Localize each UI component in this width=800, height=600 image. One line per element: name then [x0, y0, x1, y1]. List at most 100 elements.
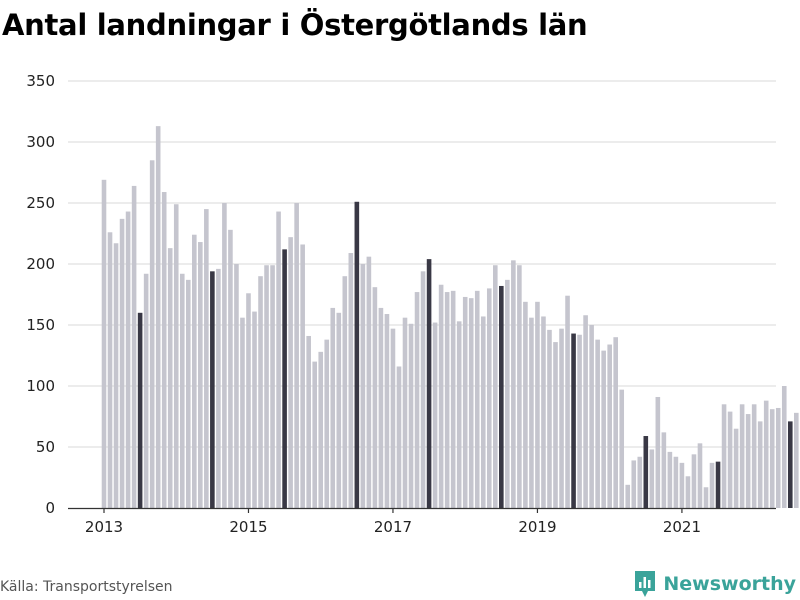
- bar: [228, 229, 233, 508]
- bar: [137, 312, 143, 508]
- bar: [456, 321, 462, 508]
- bar: [342, 276, 348, 508]
- bar: [101, 179, 107, 508]
- bar: [601, 350, 606, 508]
- bar: [444, 292, 450, 508]
- bar: [240, 317, 245, 508]
- bar: [480, 316, 486, 508]
- bar: [192, 234, 197, 508]
- bar: [210, 271, 215, 508]
- bar: [161, 192, 167, 508]
- bar: [691, 454, 697, 508]
- source-note: Källa: Transportstyrelsen: [0, 579, 173, 595]
- bar: [420, 271, 426, 508]
- bar: [426, 259, 432, 508]
- bar: [390, 328, 396, 508]
- bar: [505, 279, 510, 508]
- bar: [721, 404, 727, 508]
- bar: [185, 279, 191, 508]
- bar: [577, 334, 582, 508]
- bar: [173, 204, 179, 508]
- bar: [794, 412, 799, 508]
- bar: [246, 293, 251, 508]
- bar: [667, 451, 673, 508]
- bar: [204, 209, 209, 508]
- bar: [499, 285, 504, 508]
- bar: [450, 290, 456, 508]
- bar: [619, 389, 625, 508]
- bar: [468, 298, 474, 508]
- bar: [312, 361, 317, 508]
- bar: [757, 421, 763, 508]
- bar: [541, 316, 546, 508]
- bar: [222, 203, 227, 508]
- bar: [408, 323, 414, 508]
- bar: [270, 265, 275, 508]
- bar: [517, 265, 522, 508]
- bar: [715, 461, 721, 508]
- bar: [360, 264, 366, 508]
- bar: [348, 253, 354, 508]
- bar: [432, 322, 438, 508]
- bar: [523, 301, 528, 508]
- bar: [595, 339, 600, 508]
- bar: [179, 273, 185, 508]
- bar: [438, 284, 444, 508]
- bar: [414, 292, 420, 508]
- bar: [167, 248, 173, 508]
- x-tick-label: 2019: [518, 518, 556, 536]
- bar: [198, 242, 203, 509]
- bar: [733, 428, 739, 508]
- bar: [294, 203, 299, 508]
- bar: [384, 314, 390, 508]
- bar: [366, 256, 372, 508]
- y-tick-label: 0: [45, 499, 55, 517]
- bar: [655, 396, 661, 508]
- bar: [745, 414, 751, 508]
- bar: [559, 328, 564, 508]
- bar: [565, 295, 570, 508]
- bar: [354, 201, 360, 508]
- bar: [288, 237, 293, 508]
- bar: [613, 337, 618, 508]
- bar: [775, 407, 781, 508]
- bar: [119, 218, 125, 509]
- bar: [625, 484, 631, 508]
- bar: [486, 288, 492, 508]
- bar: [258, 276, 263, 508]
- bar: [300, 244, 305, 509]
- bar: [685, 476, 691, 508]
- y-tick-label: 250: [26, 194, 55, 212]
- bar: [583, 315, 588, 508]
- bar: [264, 265, 269, 508]
- bar: [276, 211, 281, 509]
- bar: [781, 386, 787, 508]
- axes: 0 50 100 150 200 250 300 350 2013 2015 2017 2019 202…: [26, 72, 776, 536]
- bar: [547, 329, 552, 508]
- bar: [553, 342, 558, 508]
- bar: [462, 296, 468, 508]
- y-tick-label: 350: [26, 72, 55, 90]
- bar: [637, 456, 643, 508]
- bar: [643, 436, 649, 508]
- bar: [474, 290, 480, 508]
- bar: [673, 456, 679, 508]
- bar: [751, 404, 757, 508]
- brand-logo: Newsworthy: [633, 569, 796, 599]
- y-tick-label: 300: [26, 133, 55, 151]
- bar: [131, 185, 137, 509]
- bar: [143, 273, 149, 508]
- bar: [125, 211, 131, 509]
- bar: [396, 366, 402, 508]
- x-tick-label: 2015: [229, 518, 267, 536]
- bar: [113, 243, 119, 508]
- x-tick-label: 2017: [374, 518, 412, 536]
- bar: [769, 409, 775, 508]
- bar: [679, 462, 685, 508]
- bar: [282, 249, 287, 509]
- bar: [318, 351, 324, 508]
- bar: [763, 400, 769, 508]
- bar: [234, 264, 239, 508]
- bar: [709, 462, 715, 508]
- bar: [697, 443, 703, 508]
